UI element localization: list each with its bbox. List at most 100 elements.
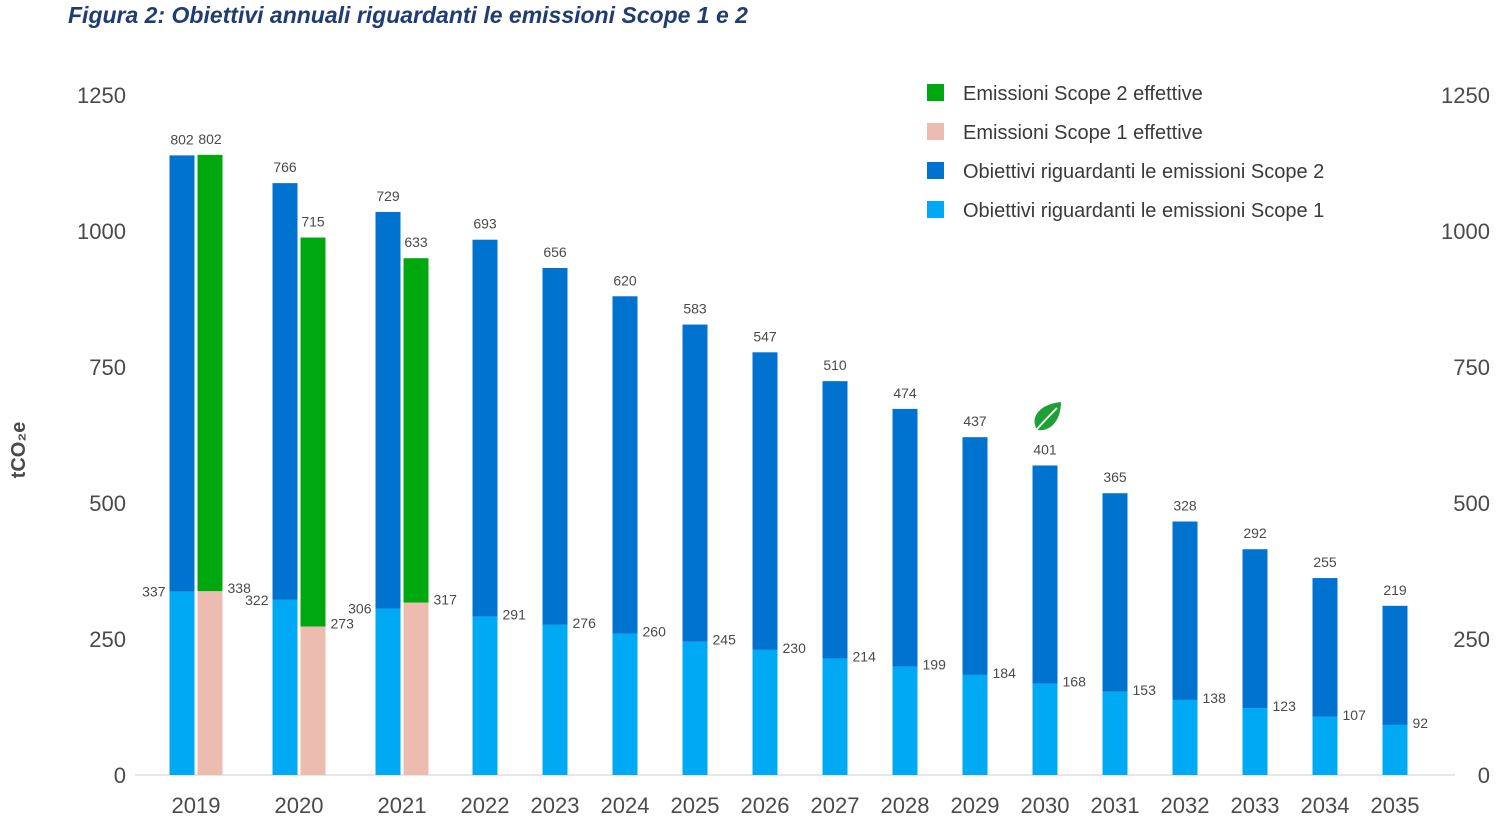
legend-swatch	[927, 201, 944, 218]
x-tick-label: 2019	[172, 793, 221, 818]
data-label: 620	[613, 272, 637, 288]
x-tick-label: 2032	[1161, 793, 1210, 818]
chart-annotation	[1032, 402, 1061, 435]
data-label: 276	[573, 615, 597, 631]
bar-target-scope1	[612, 633, 638, 775]
data-label: 656	[543, 244, 567, 260]
bar-target-scope1	[272, 599, 298, 775]
data-label: 802	[198, 131, 222, 147]
data-label: 547	[753, 328, 777, 344]
bar-target-scope1	[1312, 716, 1338, 775]
bar-actual-scope2	[300, 237, 326, 627]
data-label: 328	[1173, 497, 1197, 513]
bar-target-scope1	[472, 616, 498, 775]
data-label: 92	[1413, 715, 1429, 731]
chart-bars	[169, 154, 1408, 775]
data-label: 766	[273, 159, 297, 175]
data-label: 317	[434, 592, 458, 608]
x-tick-label: 2034	[1301, 793, 1350, 818]
data-label: 273	[331, 615, 355, 631]
data-label: 292	[1243, 525, 1267, 541]
bar-target-scope2	[1242, 549, 1268, 709]
legend-label: Obiettivi riguardanti le emissioni Scope…	[963, 200, 1324, 222]
data-label: 715	[301, 214, 325, 230]
data-label: 322	[245, 592, 269, 608]
y-tick-label-right: 500	[1453, 491, 1490, 516]
data-label: 184	[993, 665, 1017, 681]
data-label: 337	[142, 584, 166, 600]
x-tick-label: 2022	[461, 793, 510, 818]
bar-target-scope1	[1102, 691, 1128, 775]
bar-target-scope1	[682, 641, 708, 775]
bar-target-scope2	[1102, 493, 1128, 692]
bar-target-scope2	[1032, 465, 1058, 684]
x-tick-label: 2033	[1231, 793, 1280, 818]
chart-legend: Emissioni Scope 2 effettive Emissioni Sco…	[927, 83, 1324, 222]
legend-label: Obiettivi riguardanti le emissioni Scope…	[963, 161, 1324, 183]
data-label: 693	[473, 216, 497, 232]
data-label: 437	[963, 413, 987, 429]
data-label: 474	[893, 385, 917, 401]
y-tick-label-left: 500	[89, 491, 126, 516]
data-label: 306	[348, 601, 372, 617]
bar-target-scope2	[169, 155, 195, 592]
data-label: 510	[823, 357, 847, 373]
data-label: 401	[1033, 441, 1057, 457]
data-label: 214	[853, 649, 877, 665]
data-label: 230	[783, 640, 807, 656]
legend-swatch	[927, 84, 944, 101]
legend-swatch	[927, 162, 944, 179]
bar-target-scope2	[1312, 578, 1338, 717]
x-tick-label: 2027	[811, 793, 860, 818]
bar-target-scope2	[375, 211, 401, 609]
bar-target-scope2	[472, 239, 498, 617]
bar-target-scope1	[1172, 699, 1198, 775]
y-tick-label-right: 0	[1478, 763, 1490, 788]
y-tick-label-left: 0	[114, 763, 126, 788]
bar-actual-scope1	[403, 602, 429, 775]
bar-actual-scope1	[300, 626, 326, 775]
data-label: 338	[228, 580, 252, 596]
data-label: 583	[683, 301, 707, 317]
x-tick-label: 2024	[601, 793, 650, 818]
data-label: 199	[923, 657, 947, 673]
x-tick-label: 2035	[1371, 793, 1420, 818]
x-tick-label: 2026	[741, 793, 790, 818]
bar-target-scope1	[822, 658, 848, 775]
x-tick-label: 2023	[531, 793, 580, 818]
chart-title: Figura 2: Obiettivi annuali riguardanti …	[68, 2, 748, 28]
x-tick-label: 2021	[378, 793, 427, 818]
data-label: 123	[1273, 698, 1297, 714]
y-tick-label-left: 1250	[77, 83, 126, 108]
x-tick-label: 2031	[1091, 793, 1140, 818]
y-tick-label-left: 250	[89, 627, 126, 652]
x-tick-label: 2030	[1021, 793, 1070, 818]
bar-actual-scope2	[197, 154, 223, 592]
y-axis-title: tCO₂e	[8, 422, 30, 479]
data-label: 365	[1103, 469, 1127, 485]
data-label: 255	[1313, 554, 1337, 570]
bar-target-scope2	[752, 352, 778, 650]
bar-target-scope1	[752, 649, 778, 775]
bar-target-scope1	[1242, 708, 1268, 775]
data-label: 633	[404, 234, 428, 250]
data-label: 219	[1383, 582, 1407, 598]
bar-target-scope1	[542, 624, 568, 775]
y-tick-label-left: 1000	[77, 219, 126, 244]
y-tick-label-right: 250	[1453, 627, 1490, 652]
data-label: 153	[1133, 682, 1157, 698]
bar-target-scope1	[962, 674, 988, 775]
legend-label: Emissioni Scope 1 effettive	[963, 122, 1203, 144]
data-label: 245	[713, 632, 737, 648]
legend-label: Emissioni Scope 2 effettive	[963, 83, 1203, 105]
y-tick-label-right: 750	[1453, 355, 1490, 380]
y-tick-label-left: 750	[89, 355, 126, 380]
x-tick-label: 2028	[881, 793, 930, 818]
x-tick-label: 2029	[951, 793, 1000, 818]
bar-target-scope2	[682, 324, 708, 642]
data-label: 138	[1203, 690, 1227, 706]
bar-target-scope1	[1032, 683, 1058, 775]
leaf-icon	[1032, 402, 1061, 435]
data-label: 729	[376, 188, 400, 204]
